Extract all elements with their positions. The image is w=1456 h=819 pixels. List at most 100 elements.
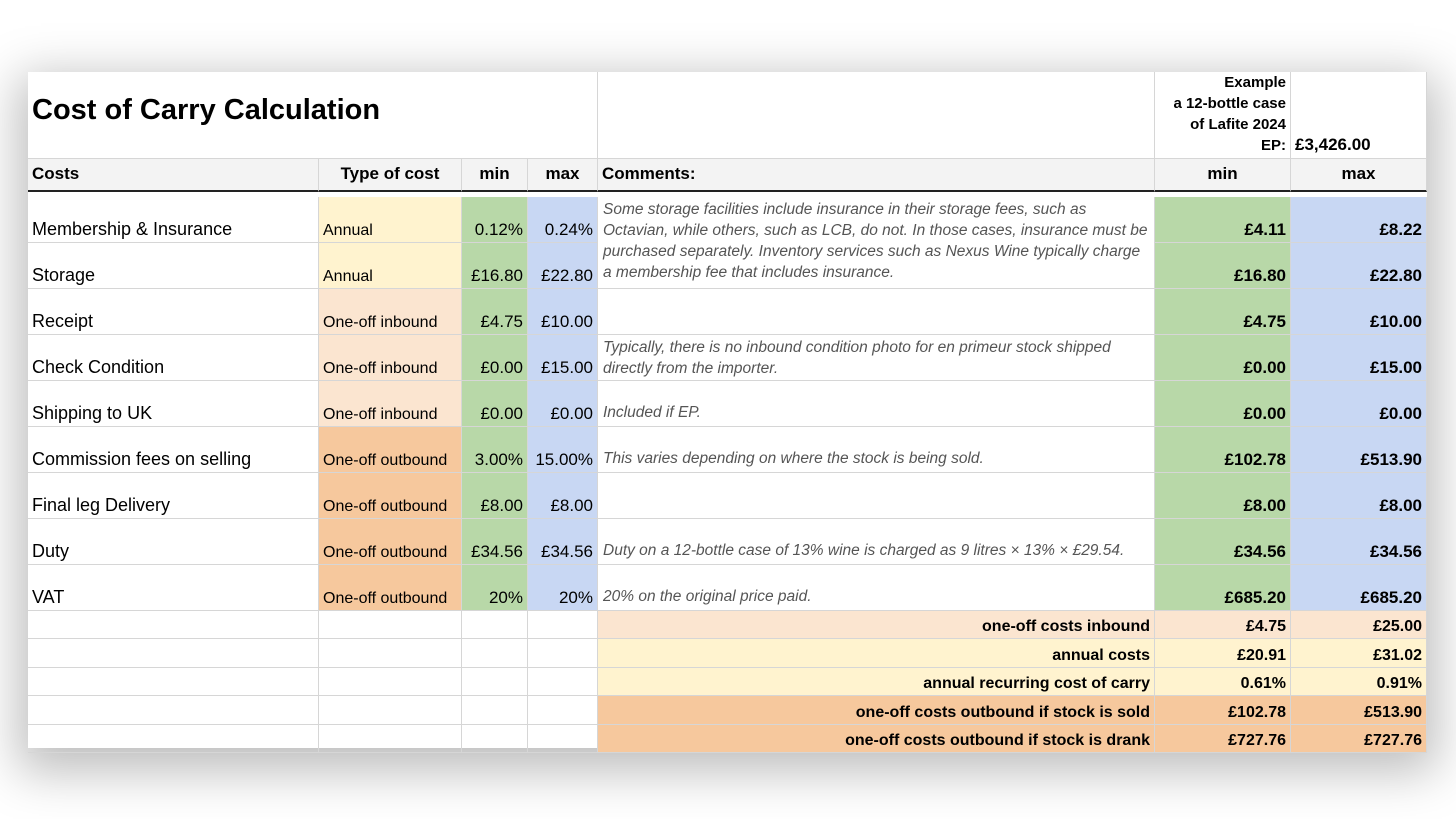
calc-max[interactable]: £513.90: [1291, 427, 1427, 473]
cost-type[interactable]: One-off outbound: [319, 565, 462, 611]
cost-type[interactable]: One-off inbound: [319, 335, 462, 381]
cost-max[interactable]: 15.00%: [528, 427, 598, 473]
summary-min[interactable]: £727.76: [1155, 724, 1291, 753]
calc-min[interactable]: £4.75: [1155, 289, 1291, 335]
cost-max[interactable]: £15.00: [528, 335, 598, 381]
cost-min[interactable]: £34.56: [462, 519, 528, 565]
calc-max[interactable]: £10.00: [1291, 289, 1427, 335]
comment-cell-delivery[interactable]: [598, 473, 1155, 519]
cost-min[interactable]: £4.75: [462, 289, 528, 335]
empty-cell[interactable]: [528, 639, 598, 668]
calc-min[interactable]: £16.80: [1155, 243, 1291, 289]
cost-type[interactable]: One-off outbound: [319, 427, 462, 473]
calc-max[interactable]: £22.80: [1291, 243, 1427, 289]
empty-cell[interactable]: [528, 724, 598, 753]
calc-min[interactable]: £0.00: [1155, 335, 1291, 381]
cost-max[interactable]: £0.00: [528, 381, 598, 427]
empty-cell[interactable]: [462, 724, 528, 753]
empty-cell[interactable]: [462, 639, 528, 668]
summary-label[interactable]: one-off costs inbound: [598, 611, 1155, 640]
empty-cell[interactable]: [28, 639, 319, 668]
empty-header-cell[interactable]: [598, 72, 1155, 159]
comment-cell-duty[interactable]: Duty on a 12-bottle case of 13% wine is …: [598, 519, 1155, 565]
summary-max[interactable]: £513.90: [1291, 696, 1427, 725]
cost-name[interactable]: Final leg Delivery: [28, 473, 319, 519]
cost-type[interactable]: One-off outbound: [319, 473, 462, 519]
summary-label[interactable]: annual recurring cost of carry: [598, 667, 1155, 697]
calc-min[interactable]: £4.11: [1155, 197, 1291, 243]
calc-min[interactable]: £102.78: [1155, 427, 1291, 473]
cost-type[interactable]: Annual: [319, 243, 462, 289]
summary-max[interactable]: £25.00: [1291, 611, 1427, 640]
summary-label[interactable]: one-off costs outbound if stock is sold: [598, 696, 1155, 725]
empty-cell[interactable]: [462, 611, 528, 640]
comment-cell-receipt[interactable]: [598, 289, 1155, 335]
calc-max[interactable]: £8.00: [1291, 473, 1427, 519]
cost-name[interactable]: Commission fees on selling: [28, 427, 319, 473]
empty-cell[interactable]: [319, 611, 462, 640]
summary-min[interactable]: £20.91: [1155, 639, 1291, 668]
summary-label[interactable]: annual costs: [598, 639, 1155, 668]
cost-min[interactable]: £0.00: [462, 381, 528, 427]
header-calc-max[interactable]: max: [1291, 159, 1427, 192]
example-label-cell[interactable]: Example a 12-bottle case of Lafite 2024 …: [1155, 72, 1291, 159]
cost-min[interactable]: £0.00: [462, 335, 528, 381]
summary-min[interactable]: 0.61%: [1155, 667, 1291, 697]
summary-label[interactable]: one-off costs outbound if stock is drank: [598, 724, 1155, 753]
cost-name[interactable]: Duty: [28, 519, 319, 565]
summary-min[interactable]: £102.78: [1155, 696, 1291, 725]
cost-min[interactable]: 20%: [462, 565, 528, 611]
summary-max[interactable]: £727.76: [1291, 724, 1427, 753]
calc-min[interactable]: £0.00: [1155, 381, 1291, 427]
empty-cell[interactable]: [528, 667, 598, 697]
cost-name[interactable]: Storage: [28, 243, 319, 289]
calc-max[interactable]: £34.56: [1291, 519, 1427, 565]
empty-cell[interactable]: [28, 667, 319, 697]
calc-min[interactable]: £8.00: [1155, 473, 1291, 519]
comment-cell-vat[interactable]: 20% on the original price paid.: [598, 565, 1155, 611]
empty-cell[interactable]: [528, 611, 598, 640]
empty-cell[interactable]: [28, 696, 319, 725]
cost-name[interactable]: Check Condition: [28, 335, 319, 381]
header-max[interactable]: max: [528, 159, 598, 192]
empty-cell[interactable]: [319, 696, 462, 725]
cost-max[interactable]: £22.80: [528, 243, 598, 289]
comment-cell-check-condition[interactable]: Typically, there is no inbound condition…: [598, 335, 1155, 381]
empty-cell[interactable]: [528, 696, 598, 725]
comment-cell-shipping[interactable]: Included if EP.: [598, 381, 1155, 427]
calc-max[interactable]: £8.22: [1291, 197, 1427, 243]
cost-type[interactable]: One-off outbound: [319, 519, 462, 565]
empty-cell[interactable]: [319, 724, 462, 753]
calc-min[interactable]: £34.56: [1155, 519, 1291, 565]
cost-max[interactable]: 0.24%: [528, 197, 598, 243]
cost-type[interactable]: One-off inbound: [319, 289, 462, 335]
empty-cell[interactable]: [319, 639, 462, 668]
header-comments[interactable]: Comments:: [598, 159, 1155, 192]
header-type[interactable]: Type of cost: [319, 159, 462, 192]
calc-max[interactable]: £685.20: [1291, 565, 1427, 611]
empty-cell[interactable]: [28, 724, 319, 753]
empty-cell[interactable]: [462, 696, 528, 725]
cost-type[interactable]: One-off inbound: [319, 381, 462, 427]
cost-type[interactable]: Annual: [319, 197, 462, 243]
cost-name[interactable]: Shipping to UK: [28, 381, 319, 427]
comment-cell-commission[interactable]: This varies depending on where the stock…: [598, 427, 1155, 473]
summary-min[interactable]: £4.75: [1155, 611, 1291, 640]
example-price-cell[interactable]: £3,426.00: [1291, 72, 1427, 159]
cost-max[interactable]: £34.56: [528, 519, 598, 565]
title-cell[interactable]: Cost of Carry Calculation: [28, 72, 598, 159]
header-min[interactable]: min: [462, 159, 528, 192]
cost-name[interactable]: Receipt: [28, 289, 319, 335]
summary-max[interactable]: 0.91%: [1291, 667, 1427, 697]
cost-name[interactable]: VAT: [28, 565, 319, 611]
cost-min[interactable]: 0.12%: [462, 197, 528, 243]
calc-max[interactable]: £0.00: [1291, 381, 1427, 427]
calc-min[interactable]: £685.20: [1155, 565, 1291, 611]
comment-cell-insurance-storage[interactable]: Some storage facilities include insuranc…: [598, 197, 1155, 289]
empty-cell[interactable]: [28, 611, 319, 640]
cost-name[interactable]: Membership & Insurance: [28, 197, 319, 243]
header-calc-min[interactable]: min: [1155, 159, 1291, 192]
empty-cell[interactable]: [462, 667, 528, 697]
cost-max[interactable]: £8.00: [528, 473, 598, 519]
empty-cell[interactable]: [319, 667, 462, 697]
